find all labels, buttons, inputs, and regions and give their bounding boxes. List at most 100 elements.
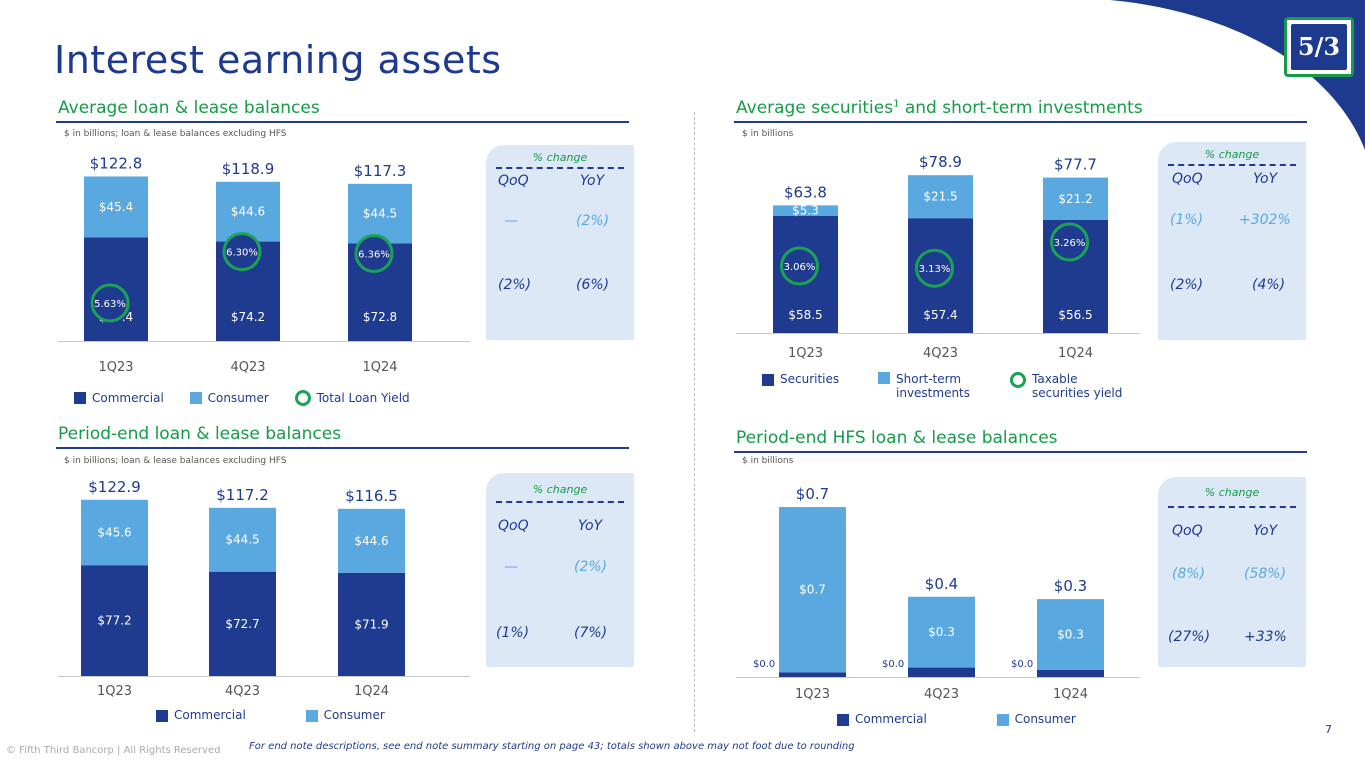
avg_loans-total-label: $117.3 [354, 162, 407, 180]
pe_loans-category-label: 1Q24 [354, 684, 389, 699]
avg_sec-label-short-term-investments: $21.2 [1058, 192, 1092, 206]
avg_sec-yield-marker [915, 248, 954, 288]
page-title: Interest earning assets [54, 38, 502, 82]
avg-loans-change-panel: % change QoQ YoY — (2%) (2%) (6%) [486, 145, 634, 340]
change-yoy-1: (2%) [576, 213, 610, 229]
avg-sec-legend-securities: Securities [762, 372, 839, 386]
pe_loans-total-label: $117.2 [216, 486, 269, 504]
avg-loans-rule [56, 121, 629, 123]
change-head: % change [532, 483, 588, 496]
pe_hfs-bar-commercial [1037, 669, 1104, 677]
legend-commercial: Commercial [837, 712, 927, 726]
qoq-header: QoQ [498, 173, 529, 189]
change-yoy-2: (6%) [576, 277, 610, 293]
pe-loans-rule [56, 447, 629, 449]
legend-consumer: Consumer [996, 712, 1076, 726]
avg_loans-bar-consumer [348, 183, 412, 244]
avg_loans-label-consumer: $44.5 [363, 207, 397, 221]
qoq-header: QoQ [1172, 523, 1203, 539]
avg_sec-label-securities: $57.4 [923, 308, 957, 322]
pe_loans-label-consumer: $44.5 [225, 533, 259, 547]
change-divider [496, 167, 624, 169]
avg_loans-label-consumer: $44.6 [231, 205, 265, 219]
avg_sec-category-label: 4Q23 [923, 346, 958, 361]
avg-sec-change-panel: % change QoQ YoY (1%) +302% (2%) (4%) [1158, 142, 1306, 340]
change-qoq-2: (27%) [1168, 629, 1211, 645]
avg_sec-label-short-term-investments: $5.3 [792, 204, 819, 218]
avg-sec-rule [734, 121, 1307, 123]
pe_loans-total-label: $116.5 [345, 487, 398, 505]
pe-hfs-title: Period-end HFS loan & lease balances [736, 428, 1058, 448]
pe_loans-total-label: $122.9 [88, 478, 141, 496]
qoq-header: QoQ [1172, 171, 1203, 187]
pe-hfs-rule [734, 451, 1307, 453]
avg_sec-total-label: $78.9 [919, 153, 962, 171]
change-head: % change [1204, 148, 1260, 161]
change-divider [1168, 164, 1296, 166]
pe-loans-legend: Commercial Consumer [156, 708, 385, 722]
pe_hfs-label-commercial: $0.0 [1011, 659, 1033, 670]
pe-loans-change-panel: % change QoQ YoY — (2%) (1%) (7%) [486, 473, 634, 667]
avg_loans-total-label: $118.9 [222, 160, 275, 178]
avg-loans-legend: Commercial Consumer Total Loan Yield [74, 390, 410, 406]
avg_loans-category-label: 4Q23 [230, 360, 265, 375]
section-divider [694, 112, 695, 732]
change-yoy-2: (4%) [1252, 277, 1286, 293]
change-yoy-1: +302% [1239, 212, 1291, 228]
pe_hfs-label-consumer: $0.3 [928, 625, 955, 639]
change-divider [1168, 506, 1296, 508]
pe_hfs-category-label: 1Q24 [1053, 687, 1088, 702]
pe_hfs-label-commercial: $0.0 [753, 659, 775, 670]
yoy-header: YoY [1253, 523, 1278, 539]
change-qoq-2: (2%) [498, 277, 532, 293]
legend-consumer: Consumer [189, 391, 269, 405]
avg-sec-subtitle: $ in billions [742, 129, 794, 139]
pe_hfs-bar-commercial [908, 667, 975, 677]
change-qoq-2: (1%) [496, 625, 530, 641]
page-number: 7 [1325, 723, 1332, 736]
avg_sec-bar-consumer [1043, 177, 1108, 220]
avg-loans-subtitle: $ in billions; loan & lease balances exc… [64, 129, 287, 139]
legend-commercial: Commercial [156, 708, 246, 722]
pe_hfs-bar-consumer [779, 507, 846, 673]
change-yoy-2: (7%) [574, 625, 608, 641]
pe_hfs-label-consumer: $0.7 [799, 583, 826, 597]
pe-hfs-subtitle: $ in billions [742, 456, 794, 466]
legend-consumer: Consumer [305, 708, 385, 722]
pe_loans-label-commercial: $77.2 [97, 614, 131, 628]
avg_sec-bar-consumer [773, 205, 838, 216]
pe_loans-bar-commercial [81, 565, 148, 676]
avg_loans-bar-consumer [84, 176, 148, 238]
avg_loans-category-label: 1Q24 [362, 360, 397, 375]
pe-hfs-change-panel: % change QoQ YoY (8%) (58%) (27%) +33% [1158, 477, 1306, 667]
pe_loans-category-label: 4Q23 [225, 684, 260, 699]
change-qoq-1: — [504, 559, 518, 575]
pe_loans-category-label: 1Q23 [97, 684, 132, 699]
avg_sec-yield-label: 3.13% [919, 264, 951, 275]
pe_hfs-total-label: $0.3 [1054, 577, 1087, 595]
pe_loans-bar-consumer [209, 507, 276, 572]
pe_loans-bar-consumer [338, 508, 405, 573]
avg_sec-bar-consumer [908, 175, 973, 219]
avg_sec-yield-label: 3.06% [784, 262, 816, 273]
avg_loans-label-commercial: $74.2 [231, 310, 265, 324]
yoy-header: YoY [578, 518, 603, 534]
avg_loans-yield-label: 5.63% [94, 299, 126, 310]
avg-sec-title: Average securities1 and short-term inves… [736, 98, 1143, 118]
avg_loans-yield-marker [90, 283, 130, 323]
avg_sec-label-securities: $58.5 [788, 308, 822, 322]
avg_loans-yield-marker [222, 232, 262, 272]
pe_hfs-total-label: $0.4 [925, 575, 958, 593]
avg_loans-yield-marker [354, 233, 394, 273]
change-yoy-2: +33% [1244, 629, 1287, 645]
pe_hfs-total-label: $0.7 [796, 485, 829, 503]
copyright-footer: © Fifth Third Bancorp | All Rights Reser… [6, 745, 221, 756]
avg_loans-label-commercial: $72.8 [363, 310, 397, 324]
pe_hfs-bar-commercial [779, 672, 846, 677]
pe_hfs-label-consumer: $0.3 [1057, 628, 1084, 642]
logo-text: 5/3 [1291, 24, 1347, 70]
avg-loans-title: Average loan & lease balances [58, 98, 320, 118]
avg_sec-total-label: $63.8 [784, 183, 827, 201]
avg_loans-label-consumer: $45.4 [99, 200, 133, 214]
change-qoq-1: (8%) [1172, 566, 1206, 582]
